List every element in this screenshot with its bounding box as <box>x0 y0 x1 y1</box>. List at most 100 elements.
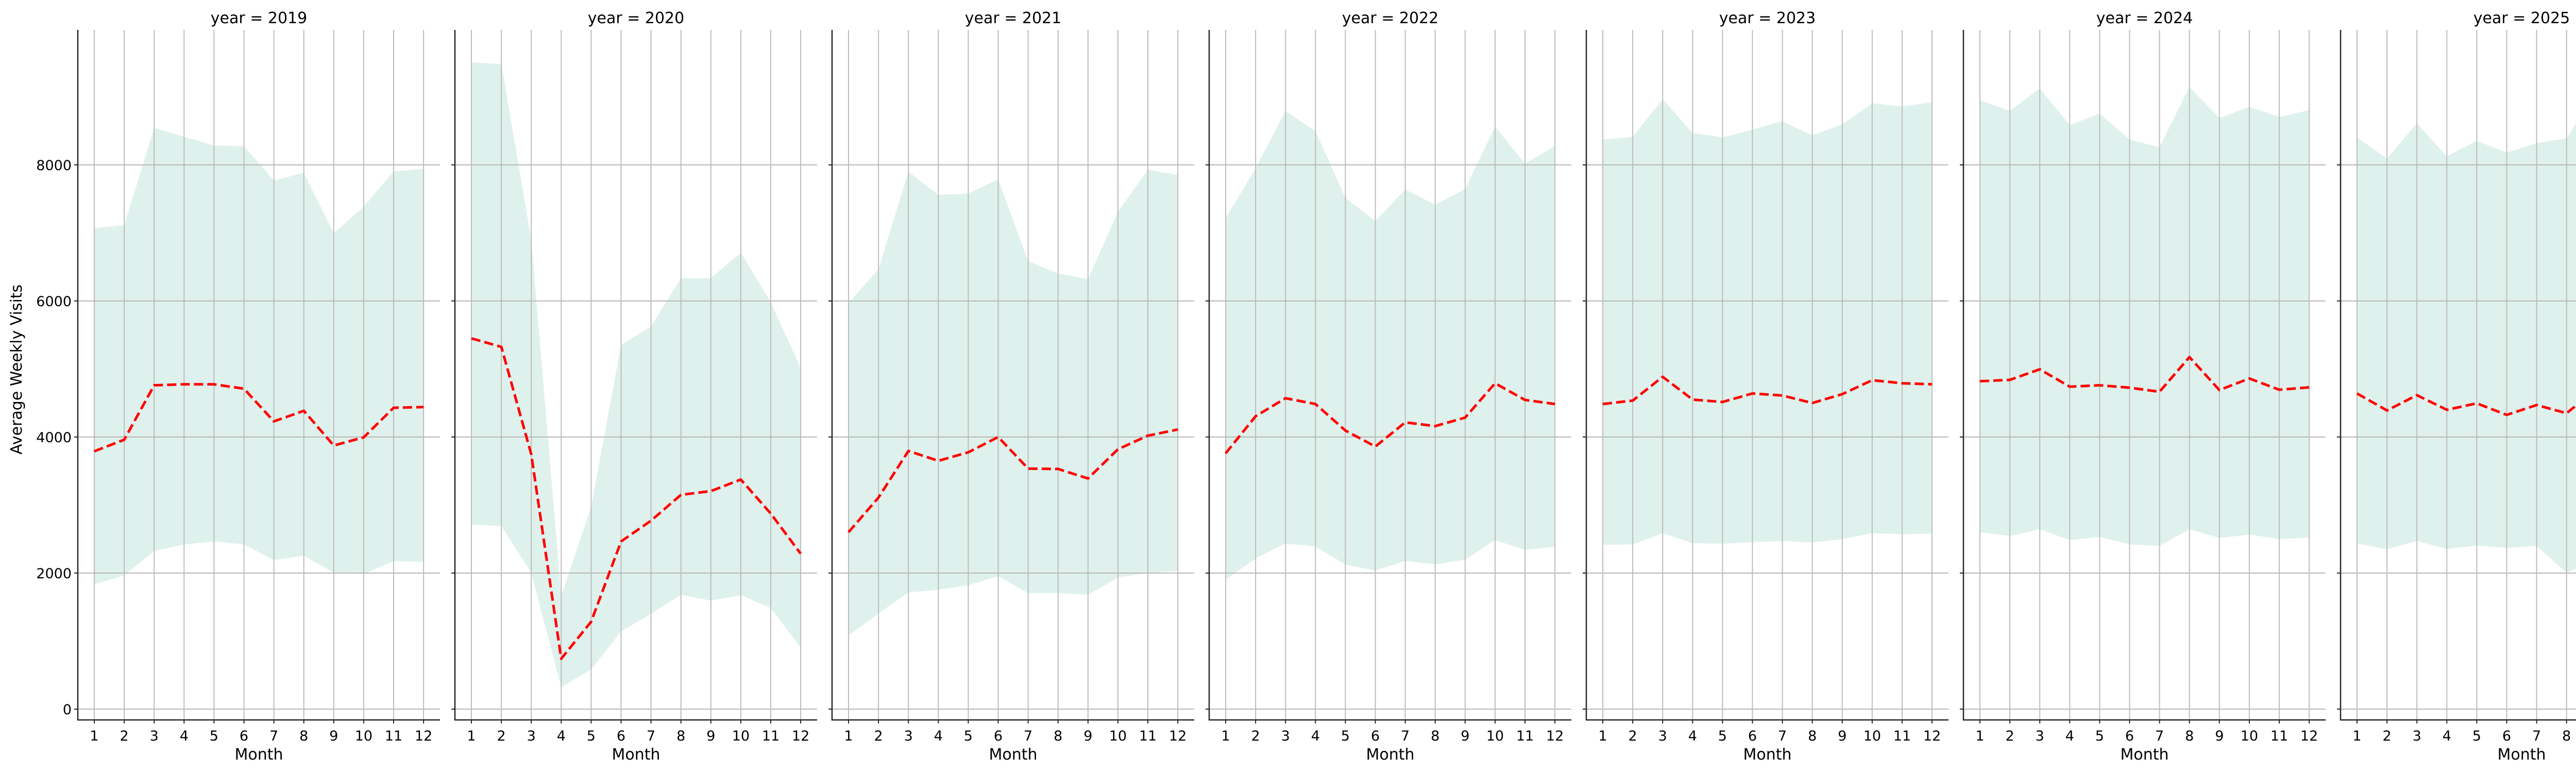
x-tick-label: 6 <box>1748 728 1757 744</box>
median-line <box>94 383 424 453</box>
x-tick-label: 10 <box>732 728 750 744</box>
x-tick-label: 1 <box>1975 728 1984 744</box>
x-tick-label: 12 <box>1169 728 1187 744</box>
x-tick-label: 4 <box>2443 728 2451 744</box>
x-axis-label: Month <box>989 746 1037 764</box>
x-tick-label: 1 <box>467 728 476 744</box>
x-tick-label: 10 <box>1486 728 1504 744</box>
x-tick-label: 5 <box>587 728 596 744</box>
x-axis-label: Month <box>2497 746 2546 764</box>
x-tick-label: 4 <box>557 728 566 744</box>
x-tick-label: 5 <box>2095 728 2104 744</box>
x-tick-label: 11 <box>762 728 779 744</box>
x-tick-label: 1 <box>1221 728 1230 744</box>
panel-title: year = 2025 <box>2473 9 2570 27</box>
x-tick-label: 9 <box>1083 728 1092 744</box>
x-axis-label: Month <box>2120 746 2168 764</box>
x-tick-label: 6 <box>617 728 625 744</box>
x-tick-label: 11 <box>385 728 402 744</box>
x-tick-label: 3 <box>2036 728 2044 744</box>
panel-title: year = 2023 <box>1719 9 1816 27</box>
x-tick-label: 9 <box>2215 728 2224 744</box>
x-tick-label: 10 <box>1863 728 1881 744</box>
x-tick-label: 9 <box>1461 728 1469 744</box>
x-tick-label: 12 <box>415 728 432 744</box>
x-tick-label: 2 <box>1629 728 1637 744</box>
median-line <box>471 337 802 660</box>
x-tick-label: 7 <box>1778 728 1787 744</box>
x-tick-label: 3 <box>1281 728 1290 744</box>
x-tick-label: 11 <box>1139 728 1157 744</box>
x-tick-label: 12 <box>2300 728 2318 744</box>
x-axis-label: Month <box>1743 746 1791 764</box>
x-tick-label: 8 <box>676 728 685 744</box>
percentile-band <box>849 170 1178 636</box>
x-tick-label: 10 <box>1109 728 1127 744</box>
median-line <box>2356 392 2576 416</box>
x-tick-label: 9 <box>1838 728 1846 744</box>
x-tick-label: 6 <box>994 728 1003 744</box>
x-tick-label: 10 <box>2241 728 2258 744</box>
x-tick-label: 5 <box>1718 728 1727 744</box>
percentile-band <box>1603 99 1933 545</box>
x-tick-label: 3 <box>2413 728 2421 744</box>
percentile-band <box>2357 123 2576 573</box>
median-line <box>848 428 1178 533</box>
x-tick-label: 7 <box>1401 728 1410 744</box>
x-tick-label: 4 <box>1688 728 1697 744</box>
percentile-band <box>1980 87 2310 546</box>
x-axis-label: Month <box>1366 746 1414 764</box>
x-tick-label: 10 <box>355 728 372 744</box>
x-tick-label: 9 <box>706 728 715 744</box>
panel-title: year = 2022 <box>1342 9 1439 27</box>
x-tick-label: 4 <box>180 728 189 744</box>
y-tick-label: 6000 <box>36 294 72 310</box>
x-tick-label: 11 <box>2270 728 2288 744</box>
x-axis-label: Month <box>234 746 283 764</box>
x-tick-label: 1 <box>2352 728 2361 744</box>
x-tick-label: 8 <box>1431 728 1439 744</box>
x-tick-label: 6 <box>2502 728 2511 744</box>
x-tick-label: 8 <box>1054 728 1062 744</box>
x-tick-label: 6 <box>2125 728 2134 744</box>
x-tick-label: 7 <box>2532 728 2541 744</box>
x-tick-label: 12 <box>792 728 809 744</box>
panel-title: year = 2021 <box>965 9 1062 27</box>
x-tick-label: 2 <box>2383 728 2392 744</box>
percentile-band <box>471 62 801 687</box>
median-line <box>1225 382 1555 455</box>
x-tick-label: 3 <box>150 728 159 744</box>
x-tick-label: 7 <box>269 728 278 744</box>
x-tick-label: 6 <box>1371 728 1380 744</box>
y-axis-label: Average Weekly Visits <box>8 284 26 455</box>
x-tick-label: 6 <box>240 728 248 744</box>
panel-title: year = 2019 <box>211 9 308 27</box>
x-tick-label: 5 <box>2472 728 2481 744</box>
x-tick-label: 7 <box>647 728 655 744</box>
x-tick-label: 1 <box>1598 728 1607 744</box>
x-tick-label: 12 <box>1923 728 1941 744</box>
x-tick-label: 11 <box>1893 728 1911 744</box>
x-tick-label: 2 <box>2006 728 2014 744</box>
median-line <box>1979 356 2310 393</box>
x-tick-label: 3 <box>1658 728 1667 744</box>
x-tick-label: 8 <box>2562 728 2571 744</box>
x-tick-label: 5 <box>964 728 973 744</box>
x-tick-label: 3 <box>904 728 913 744</box>
x-tick-label: 7 <box>2155 728 2164 744</box>
y-tick-label: 0 <box>63 702 72 718</box>
x-tick-label: 12 <box>1546 728 1564 744</box>
x-tick-label: 5 <box>1341 728 1350 744</box>
x-tick-label: 2 <box>497 728 506 744</box>
x-tick-label: 2 <box>120 728 129 744</box>
x-axis-label: Month <box>612 746 660 764</box>
x-tick-label: 4 <box>934 728 943 744</box>
x-tick-label: 2 <box>874 728 883 744</box>
x-tick-label: 3 <box>527 728 536 744</box>
